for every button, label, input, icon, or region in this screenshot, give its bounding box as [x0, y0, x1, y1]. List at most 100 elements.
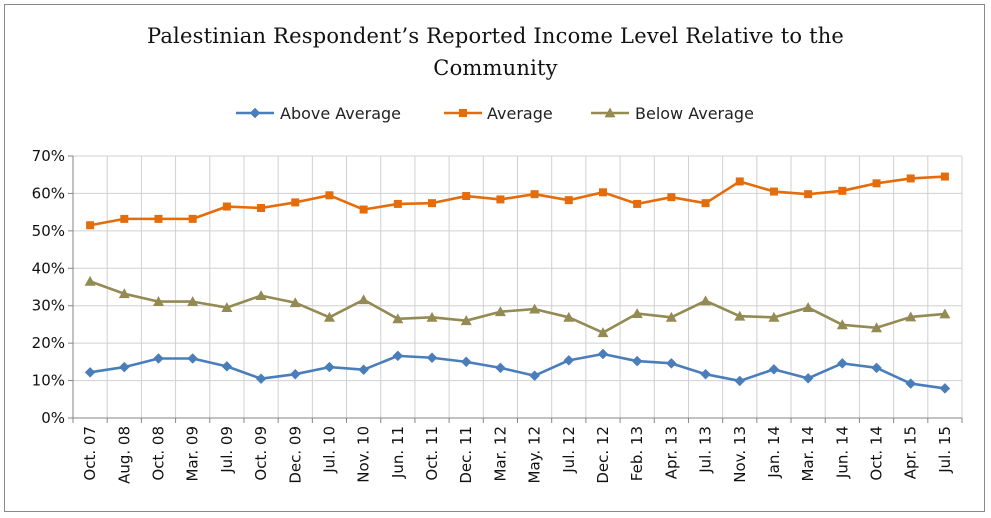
x-tick-label: Feb. 13 [628, 426, 646, 481]
data-point-above-average [187, 353, 199, 364]
data-point-above-average [529, 370, 540, 382]
data-point-below-average [426, 311, 438, 322]
data-point-below-average [118, 288, 130, 299]
y-tick-label: 20% [32, 334, 65, 352]
data-point-average [735, 177, 744, 186]
data-point-below-average [255, 290, 267, 301]
x-tick-label: Oct. 09 [252, 426, 270, 481]
data-point-average [222, 202, 231, 211]
x-tick-label: Mar. 09 [184, 426, 202, 482]
data-point-above-average [666, 358, 677, 369]
series-line-below-average [89, 280, 946, 334]
y-axis-tick-labels: 0% 10% 20% 30% 40% 50% 60% 70% [32, 147, 65, 427]
y-tick-label: 30% [32, 297, 65, 315]
legend: Above Average Average Below Average [236, 104, 754, 123]
data-point-below-average [323, 311, 335, 322]
x-tick-label: Nov. 10 [355, 426, 373, 483]
data-point-below-average [768, 311, 780, 322]
x-tick-label: Jul. 12 [560, 426, 578, 474]
data-point-above-average [392, 350, 404, 362]
legend-marker-below-average [604, 107, 616, 118]
data-point-average [804, 190, 813, 199]
data-point-below-average [802, 302, 814, 312]
series-line-average [89, 175, 945, 227]
data-point-average [291, 198, 300, 207]
legend-marker-average [459, 109, 467, 117]
data-point-below-average [905, 311, 917, 322]
x-tick-label: Aug. 08 [115, 426, 133, 484]
data-point-below-average [836, 319, 848, 330]
data-point-average [462, 192, 471, 201]
data-point-above-average [597, 348, 609, 360]
y-tick-label: 40% [32, 259, 65, 277]
x-tick-label: Jul. 15 [936, 426, 954, 474]
chart-title-line-2: Community [433, 56, 558, 80]
legend-label-below-average: Below Average [635, 104, 754, 123]
data-point-below-average [871, 322, 883, 333]
x-tick-label: Jul. 13 [697, 426, 715, 474]
data-point-above-average [358, 364, 369, 376]
data-point-average [86, 221, 95, 230]
data-point-above-average [221, 360, 233, 372]
data-point-below-average [529, 303, 541, 314]
data-point-average [188, 214, 197, 223]
data-point-below-average [939, 308, 951, 319]
data-point-above-average [768, 363, 780, 375]
data-point-average [428, 199, 437, 208]
data-point-average [496, 195, 505, 204]
data-point-above-average [563, 355, 575, 366]
data-point-average [872, 179, 881, 188]
x-axis-tick-labels: Oct. 07 Aug. 08 Oct. 08 Mar. 09 Jul. 09 Oct. … [81, 426, 954, 484]
data-point-average [633, 199, 642, 208]
series-markers [84, 172, 951, 394]
chart-frame [4, 4, 985, 512]
x-tick-label: Dec. 12 [594, 426, 612, 484]
legend-label-average: Average [487, 104, 553, 123]
data-point-above-average [939, 383, 951, 394]
legend-marker-above-average [249, 107, 261, 119]
data-point-below-average [494, 306, 506, 317]
data-point-average [530, 190, 539, 199]
data-point-average [325, 191, 334, 200]
data-point-above-average [495, 362, 506, 374]
chart-title: Palestinian Respondent’s Reported Income… [0, 20, 991, 84]
data-point-below-average [665, 311, 677, 322]
data-point-average [154, 214, 163, 223]
data-point-below-average [152, 296, 164, 306]
data-point-average [257, 204, 266, 213]
data-point-average [120, 214, 129, 223]
data-point-above-average [324, 361, 335, 373]
data-point-average [564, 196, 573, 205]
data-point-average [598, 188, 607, 197]
x-tick-label: May. 12 [526, 426, 544, 484]
x-tick-label: Jun. 11 [389, 426, 407, 479]
x-tick-label: Mar. 12 [491, 426, 509, 482]
data-point-below-average [221, 302, 233, 312]
data-point-below-average [289, 297, 301, 308]
x-tick-label: Mar. 14 [799, 426, 817, 482]
x-tick-label: Nov. 13 [731, 426, 749, 483]
x-tick-label: Apr. 15 [902, 426, 920, 479]
data-point-above-average [871, 362, 882, 374]
data-point-below-average [734, 310, 746, 321]
data-point-average [838, 186, 847, 195]
y-tick-label: 60% [32, 184, 65, 202]
data-point-average [393, 199, 402, 208]
data-point-above-average [905, 378, 917, 389]
data-point-above-average [631, 355, 643, 367]
data-point-above-average [153, 353, 164, 364]
x-tick-label: Jul. 10 [320, 426, 338, 474]
data-point-below-average [563, 311, 575, 322]
data-point-below-average [631, 308, 643, 318]
data-point-above-average [289, 368, 301, 380]
data-point-below-average [84, 275, 96, 286]
x-tick-label: Jul. 09 [218, 426, 236, 474]
legend-label-above-average: Above Average [280, 104, 401, 123]
x-tick-label: Jan. 14 [765, 426, 783, 479]
data-point-below-average [187, 296, 199, 306]
data-point-average [667, 193, 676, 202]
x-tick-label: Jun. 14 [833, 426, 851, 479]
x-tick-label: Dec. 11 [457, 426, 475, 484]
data-point-average [906, 174, 915, 183]
